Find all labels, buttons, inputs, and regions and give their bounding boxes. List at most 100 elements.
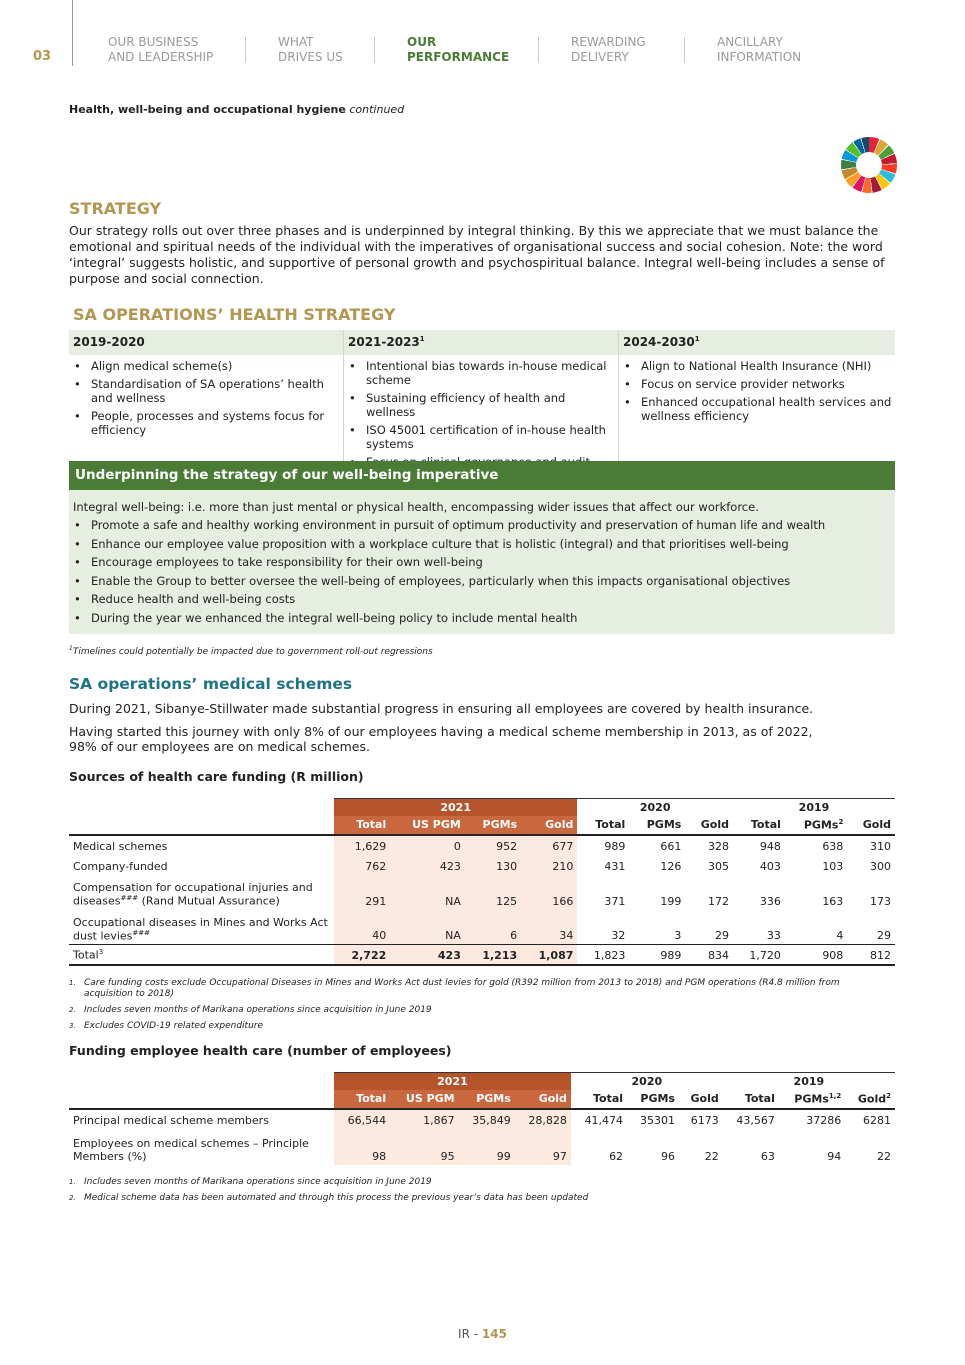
header-text: PGMs bbox=[646, 818, 682, 832]
header-text: PGMs bbox=[794, 1092, 829, 1106]
cell: 812 bbox=[870, 948, 891, 962]
header-text: Total bbox=[356, 818, 387, 832]
cell: 423 bbox=[390, 944, 465, 965]
cell: 66,544 bbox=[334, 1108, 391, 1129]
footnote-num: 3. bbox=[69, 1021, 76, 1030]
column-header: PGMs2 bbox=[785, 816, 847, 835]
header-text: Gold bbox=[700, 818, 729, 832]
health-strategy-table: 2019-2020 Align medical scheme(s) Standard… bbox=[69, 330, 895, 473]
header-row: Total US PGM PGMs Gold Total PGMs Gold Total PGM… bbox=[69, 1090, 895, 1109]
footnote: 1. Care funding costs exclude Occupationa… bbox=[69, 978, 869, 1000]
paragraph: Having started this journey with only 8%… bbox=[69, 724, 813, 754]
cell: 35301 bbox=[639, 1113, 675, 1127]
footer-page: 145 bbox=[481, 1327, 507, 1341]
footnote-text: Includes seven months of Marikana operat… bbox=[84, 1176, 432, 1187]
data-table: 2021 2020 2019 Total US PGM PGMs Gold Total PGMs… bbox=[69, 1072, 895, 1165]
year-header: 2019 bbox=[722, 1072, 895, 1090]
cell: 40 bbox=[334, 909, 391, 945]
footnotes: 1. Care funding costs exclude Occupationa… bbox=[69, 978, 869, 1032]
row-label: Total3 bbox=[69, 945, 334, 965]
nav-line: OUR BUSINESS bbox=[108, 35, 199, 49]
header-text: Gold bbox=[857, 1092, 887, 1106]
cell: 173 bbox=[870, 894, 891, 908]
cell: 310 bbox=[870, 839, 891, 853]
cell: 328 bbox=[707, 839, 729, 853]
label-text: Principal medical scheme members bbox=[73, 1113, 269, 1127]
employees-block: Funding employee health care (number of … bbox=[69, 1043, 895, 1209]
footnote: 2. Includes seven months of Marikana oper… bbox=[69, 1005, 869, 1016]
row-label: Compensation for occupational injuries a… bbox=[69, 875, 334, 910]
year-header: 2020 bbox=[577, 798, 733, 816]
table-row: Medical schemes 1,629 0 952 677 989 661 328 948 6… bbox=[69, 834, 895, 855]
list-item: Promote a safe and healthy working envir… bbox=[69, 518, 895, 532]
medical-title: SA operations’ medical schemes bbox=[69, 675, 353, 693]
nav-line: REWARDING bbox=[571, 35, 646, 49]
cell: 163 bbox=[822, 894, 844, 908]
footnote: 3. Excludes COVID-19 related expenditure bbox=[69, 1021, 869, 1032]
row-label: Employees on medical schemes – Principle… bbox=[69, 1129, 334, 1165]
header-text: Total bbox=[356, 1092, 387, 1106]
column-list: Align to National Health Insurance (NHI)… bbox=[619, 355, 895, 423]
label-text: Company-funded bbox=[73, 859, 168, 873]
sup: ### bbox=[120, 894, 139, 902]
column-header: PGMs bbox=[629, 816, 685, 835]
footnote-num: 1. bbox=[69, 1177, 76, 1186]
nav-line: WHAT bbox=[278, 35, 314, 49]
footnote: 1. Includes seven months of Marikana oper… bbox=[69, 1177, 869, 1188]
list-item: Focus on service provider networks bbox=[619, 377, 895, 391]
column-header: Total bbox=[334, 816, 391, 835]
sdg-wheel bbox=[841, 137, 897, 193]
header-text: PGMs bbox=[482, 818, 518, 832]
strategy-text: Our strategy rolls out over three phases… bbox=[69, 223, 885, 286]
list-item: Enhanced occupational health services an… bbox=[619, 395, 895, 423]
cell: 22 bbox=[877, 1149, 891, 1163]
column-heading: 2024-20301 bbox=[619, 330, 895, 355]
list-item: ISO 45001 certification of in-house heal… bbox=[344, 423, 618, 451]
year-row: 2021 2020 2019 bbox=[69, 1072, 895, 1090]
cell: 33 bbox=[766, 929, 781, 943]
year-header: 2019 bbox=[732, 798, 895, 816]
footnote-text: Excludes COVID-19 related expenditure bbox=[84, 1020, 264, 1031]
column-header: Gold bbox=[847, 816, 895, 835]
column-header: Gold bbox=[514, 1090, 571, 1109]
cell: 29 bbox=[877, 929, 891, 943]
header-text: Total bbox=[593, 1092, 624, 1106]
funding-block: Sources of health care funding (R millio… bbox=[69, 769, 895, 1037]
blank bbox=[69, 1090, 334, 1109]
header-text: US PGM bbox=[405, 1092, 455, 1106]
cell: 130 bbox=[464, 854, 522, 875]
nav-line: DELIVERY bbox=[571, 50, 629, 64]
cell: 35,849 bbox=[458, 1108, 515, 1129]
cell: 431 bbox=[604, 859, 626, 873]
cell: 6281 bbox=[863, 1113, 891, 1127]
column-list: Align medical scheme(s) Standardisation o… bbox=[69, 355, 343, 437]
cell: 989 bbox=[604, 839, 626, 853]
row-label: Medical schemes bbox=[69, 835, 334, 855]
table-row: Company-funded 762 423 130 210 431 126 305 403 10… bbox=[69, 854, 895, 875]
cell: 0 bbox=[390, 834, 465, 855]
nav-line: OUR bbox=[407, 35, 437, 49]
sup: ### bbox=[132, 928, 150, 937]
paragraph: During 2021, Sibanye-Stillwater made sub… bbox=[69, 701, 814, 716]
sup: 1 bbox=[69, 645, 73, 652]
strategy-title: STRATEGY bbox=[69, 199, 162, 218]
header-row: Total US PGM PGMs Gold Total PGMs Gold Total PGM… bbox=[69, 816, 895, 835]
cell: 948 bbox=[759, 839, 781, 853]
header-text: Gold bbox=[862, 818, 891, 832]
cell: 6173 bbox=[690, 1113, 719, 1127]
table-row: Employees on medical schemes – Principle… bbox=[69, 1128, 895, 1165]
table-title: Sources of health care funding (R millio… bbox=[69, 769, 364, 784]
footnote-text: Care funding costs exclude Occupational … bbox=[84, 977, 840, 999]
data-table: 2021 2020 2019 Total US PGM PGMs Gold Total PGMs… bbox=[69, 798, 895, 966]
cell: 1,087 bbox=[521, 944, 578, 965]
cell: 95 bbox=[390, 1128, 459, 1165]
health-strategy-title: SA OPERATIONS’ HEALTH STRATEGY bbox=[73, 305, 396, 324]
list-item: People, processes and systems focus for … bbox=[69, 409, 343, 437]
cell: 762 bbox=[334, 854, 391, 875]
column-header: PGMs1,2 bbox=[779, 1090, 845, 1109]
header-text: Gold bbox=[545, 818, 574, 832]
cell: 1,213 bbox=[464, 944, 522, 965]
list-item: Align medical scheme(s) bbox=[69, 359, 343, 373]
sup: 2 bbox=[838, 818, 844, 826]
cell: 291 bbox=[334, 874, 391, 910]
